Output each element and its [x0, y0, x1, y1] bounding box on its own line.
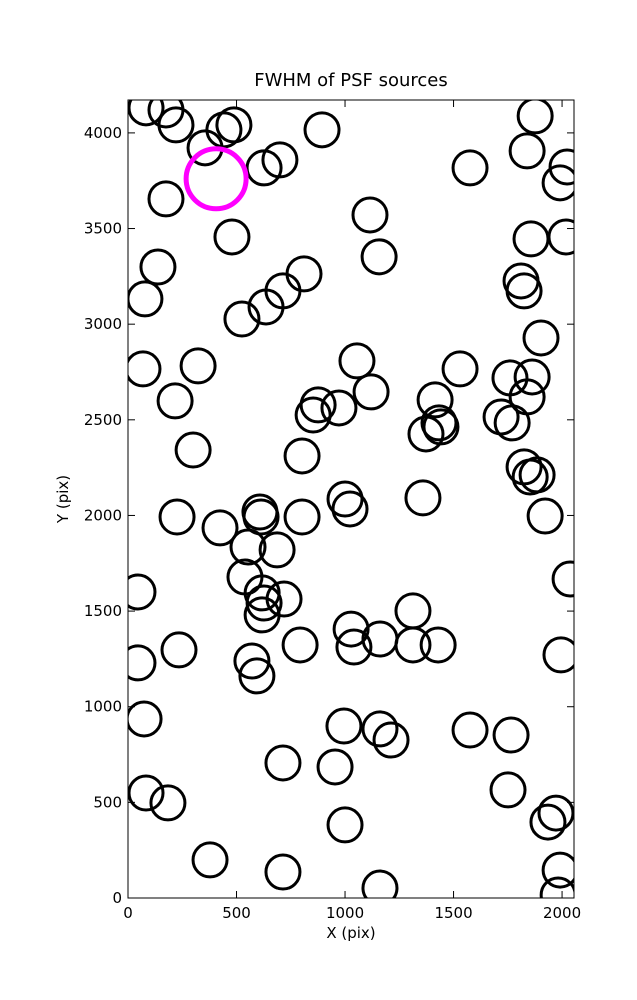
psf-source — [294, 396, 332, 434]
psf-source — [156, 382, 194, 420]
psf-source — [508, 132, 546, 170]
x-axis-label: X (pix) — [326, 924, 375, 942]
psf-source — [529, 803, 567, 841]
psf-source — [489, 771, 527, 809]
psf-source — [493, 404, 531, 442]
psf-source — [303, 111, 341, 149]
psf-source — [551, 560, 574, 598]
psf-source — [511, 458, 549, 496]
psf-source — [128, 644, 157, 682]
psf-source — [335, 628, 373, 666]
psf-source — [160, 631, 198, 669]
psf-source — [332, 610, 370, 648]
psf-source — [404, 479, 442, 517]
psf-source — [522, 319, 560, 357]
psf-source — [372, 721, 410, 759]
psf-source — [265, 580, 303, 618]
psf-source — [128, 280, 164, 318]
psf-source — [128, 100, 165, 127]
y-tick-label: 500 — [93, 793, 122, 811]
psf-source — [351, 196, 389, 234]
psf-source — [261, 141, 299, 179]
psf-source — [416, 381, 454, 419]
chart-title: FWHM of PSF sources — [254, 70, 448, 91]
x-tick-label: 500 — [222, 904, 251, 922]
psf-source — [238, 657, 276, 695]
psf-source — [492, 716, 530, 754]
x-tick-label: 0 — [123, 904, 133, 922]
y-tick-label: 0 — [112, 889, 122, 907]
psf-source — [407, 415, 445, 453]
psf-source — [513, 358, 551, 396]
y-tick-label: 2000 — [84, 506, 122, 524]
psf-source — [213, 218, 251, 256]
y-tick-label: 4000 — [84, 124, 122, 142]
axes-frame — [127, 99, 575, 899]
psf-source — [338, 342, 376, 380]
y-tick-label: 1500 — [84, 602, 122, 620]
psf-source — [174, 431, 212, 469]
plot-area — [128, 100, 574, 898]
x-tick-label: 1500 — [434, 904, 472, 922]
psf-source — [258, 531, 296, 569]
y-tick-label: 3500 — [84, 220, 122, 238]
psf-source — [526, 497, 564, 535]
x-tick-label: 2000 — [543, 904, 581, 922]
x-tick-label: 1000 — [326, 904, 364, 922]
psf-source — [541, 851, 574, 889]
psf-source — [247, 288, 285, 326]
psf-source — [331, 490, 369, 528]
psf-source — [505, 272, 543, 310]
psf-source — [191, 841, 229, 879]
psf-source — [441, 350, 479, 388]
psf-source — [149, 784, 187, 822]
psf-source — [547, 218, 574, 256]
psf-source — [537, 794, 574, 832]
psf-source — [516, 100, 554, 135]
psf-source — [223, 300, 261, 338]
psf-source — [229, 528, 267, 566]
psf-source — [147, 180, 185, 218]
psf-source — [361, 710, 399, 748]
psf-source — [215, 106, 253, 144]
psf-source — [326, 806, 364, 844]
psf-source — [233, 642, 271, 680]
psf-source — [451, 149, 489, 187]
psf-source — [542, 636, 574, 674]
psf-source — [128, 573, 157, 611]
psf-source — [325, 707, 363, 745]
psf-source — [201, 509, 239, 547]
psf-source — [539, 876, 574, 898]
psf-source — [283, 498, 321, 536]
psf-source — [245, 584, 283, 622]
psf-source — [394, 626, 432, 664]
psf-source — [548, 148, 574, 186]
psf-source — [283, 437, 321, 475]
psf-source — [352, 373, 390, 411]
psf-source — [361, 869, 399, 898]
psf-source — [157, 106, 195, 144]
psf-source — [128, 700, 163, 738]
psf-source — [128, 774, 165, 812]
psf-source — [264, 744, 302, 782]
psf-source — [316, 748, 354, 786]
y-tick-label: 2500 — [84, 411, 122, 429]
psf-source — [360, 238, 398, 276]
highlighted-source — [183, 146, 249, 212]
psf-source — [158, 498, 196, 536]
psf-source — [128, 350, 162, 388]
y-tick-label: 1000 — [84, 698, 122, 716]
psf-source — [541, 164, 574, 202]
psf-source — [320, 389, 358, 427]
psf-source — [264, 853, 302, 891]
psf-source — [451, 711, 489, 749]
psf-source — [139, 248, 177, 286]
psf-source — [179, 347, 217, 385]
y-tick-label: 3000 — [84, 315, 122, 333]
psf-source — [281, 626, 319, 664]
psf-source — [419, 626, 457, 664]
y-axis-label: Y (pix) — [54, 475, 72, 524]
